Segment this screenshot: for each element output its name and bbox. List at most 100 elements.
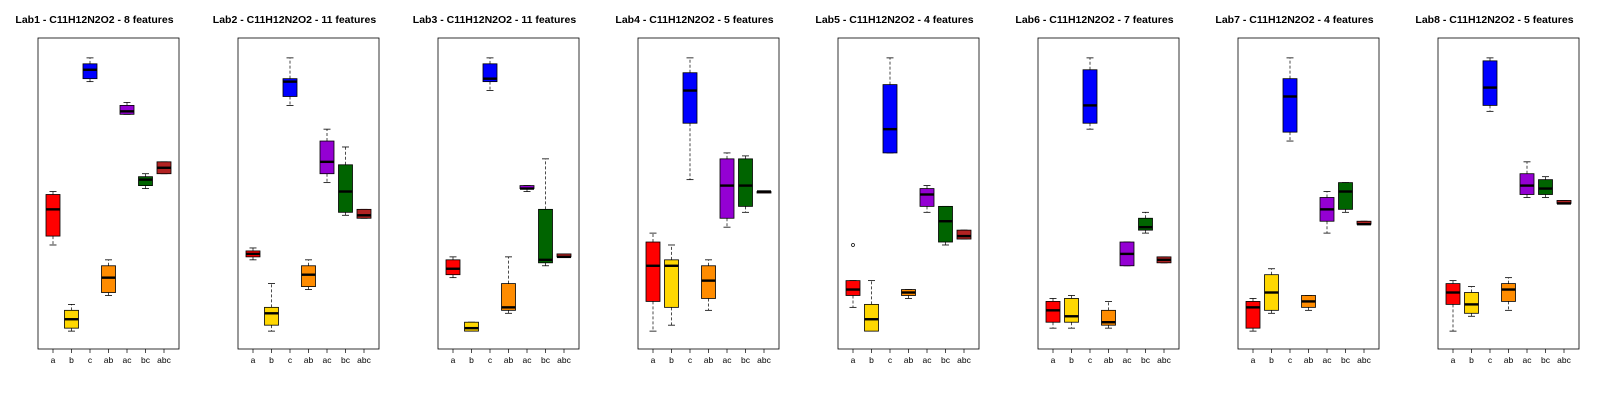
x-tick-label: bc xyxy=(541,355,551,365)
x-tick-label: b xyxy=(269,355,274,365)
x-tick-label: ab xyxy=(1104,355,1114,365)
box-body xyxy=(1064,298,1079,323)
box-ac xyxy=(1119,241,1135,267)
box-body xyxy=(1538,179,1553,195)
box-ab xyxy=(101,259,116,296)
x-tick-label: b xyxy=(1069,355,1074,365)
x-tick-label: abc xyxy=(357,355,371,365)
x-tick-label: a xyxy=(51,355,56,365)
x-tick-label: a xyxy=(851,355,856,365)
box-body xyxy=(956,229,972,240)
box-ab xyxy=(501,256,516,314)
box-abc xyxy=(756,190,772,194)
box-abc xyxy=(1556,200,1572,205)
x-tick-label: abc xyxy=(757,355,771,365)
box-bc xyxy=(1338,182,1353,213)
x-tick-label: ab xyxy=(1504,355,1514,365)
box-b xyxy=(464,321,479,332)
box-b xyxy=(1064,295,1079,329)
box-body xyxy=(82,63,98,80)
x-tick-label: abc xyxy=(1357,355,1371,365)
box-body xyxy=(1445,283,1461,305)
x-tick-label: b xyxy=(469,355,474,365)
box-a xyxy=(845,243,861,308)
box-b xyxy=(864,280,879,332)
box-b xyxy=(1464,286,1479,317)
x-tick-label: c xyxy=(888,355,893,365)
panel-title: Lab7 - C11H12N2O2 - 4 features xyxy=(1215,14,1373,26)
box-body xyxy=(882,84,898,154)
box-body xyxy=(1519,173,1535,195)
plot-frame xyxy=(237,37,380,350)
box-body xyxy=(1282,78,1298,133)
box-body xyxy=(682,72,698,124)
x-tick-label: ab xyxy=(704,355,714,365)
panel-title: Lab2 - C11H12N2O2 - 11 features xyxy=(213,14,377,26)
box-body xyxy=(664,259,679,308)
box-abc xyxy=(156,161,172,175)
box-c xyxy=(482,57,498,91)
box-body xyxy=(356,208,372,219)
x-tick-label: bc xyxy=(1141,355,1151,365)
x-tick-label: a xyxy=(1051,355,1056,365)
box-ac xyxy=(1319,191,1335,234)
box-a xyxy=(645,232,661,332)
box-abc xyxy=(356,208,372,219)
box-body xyxy=(45,194,61,237)
x-tick-label: c xyxy=(1288,355,1293,365)
box-ab xyxy=(1501,277,1516,311)
x-tick-label: ab xyxy=(904,355,914,365)
box-c xyxy=(282,57,298,106)
x-tick-label: bc xyxy=(1541,355,1551,365)
box-c xyxy=(1482,57,1498,112)
x-tick-label: a xyxy=(651,355,656,365)
x-tick-label: abc xyxy=(1157,355,1171,365)
x-tick-label: ab xyxy=(104,355,114,365)
box-a xyxy=(445,256,461,279)
x-tick-label: a xyxy=(251,355,256,365)
box-ab xyxy=(1101,301,1116,329)
x-tick-label: c xyxy=(288,355,293,365)
x-tick-label: bc xyxy=(741,355,751,365)
box-body xyxy=(1501,283,1516,302)
box-bc xyxy=(938,205,953,246)
box-ac xyxy=(319,128,335,184)
x-tick-label: c xyxy=(488,355,493,365)
plot-frame xyxy=(37,37,180,350)
box-bc xyxy=(538,158,553,267)
plot-frame xyxy=(837,37,980,350)
box-bc xyxy=(738,155,753,213)
box-abc xyxy=(1156,256,1172,264)
box-ac xyxy=(1519,161,1535,198)
box-abc xyxy=(956,229,972,240)
box-c xyxy=(1282,57,1298,142)
box-a xyxy=(1045,298,1061,329)
x-tick-label: b xyxy=(869,355,874,365)
box-c xyxy=(82,57,98,83)
x-tick-label: ac xyxy=(123,355,133,365)
box-ac xyxy=(919,185,935,213)
x-tick-label: ab xyxy=(1304,355,1314,365)
x-tick-label: b xyxy=(1269,355,1274,365)
box-body xyxy=(445,259,461,276)
box-body xyxy=(864,303,879,332)
box-ac xyxy=(119,102,135,115)
x-tick-label: ac xyxy=(1523,355,1533,365)
x-tick-label: abc xyxy=(157,355,171,365)
box-body xyxy=(101,265,116,293)
panel-title: Lab4 - C11H12N2O2 - 5 features xyxy=(615,14,773,26)
box-b xyxy=(64,303,79,332)
box-body xyxy=(919,188,935,207)
box-body xyxy=(845,280,861,296)
box-body xyxy=(301,265,316,287)
x-tick-label: bc xyxy=(141,355,151,365)
box-body xyxy=(282,78,298,97)
x-tick-label: a xyxy=(451,355,456,365)
